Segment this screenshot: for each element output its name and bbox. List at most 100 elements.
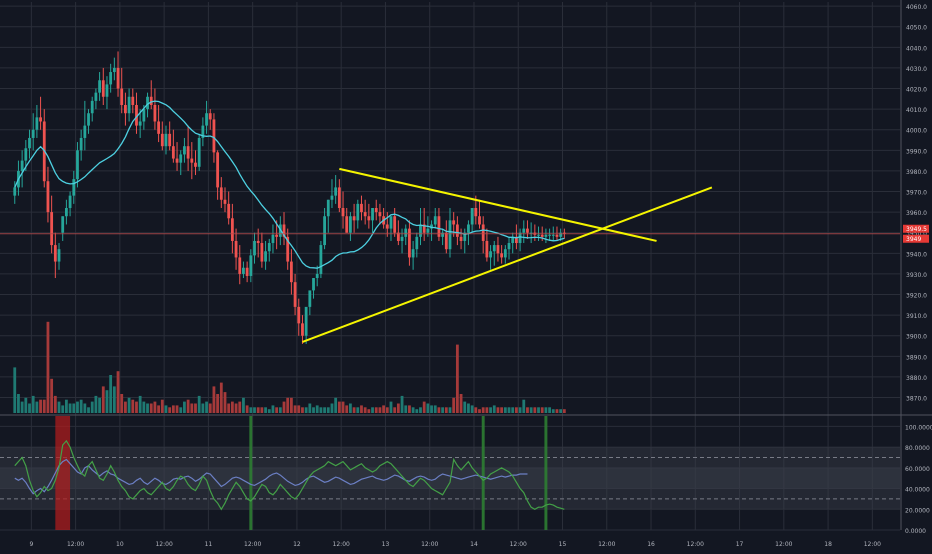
candle-body (157, 121, 161, 134)
candle (419, 208, 422, 246)
candle (175, 142, 179, 171)
candle-body (87, 113, 90, 126)
candle (360, 195, 363, 221)
candle-body (315, 273, 319, 279)
volume-bar (444, 407, 448, 413)
candle (197, 133, 201, 171)
volume-bar (212, 386, 216, 413)
candle-body (253, 240, 256, 256)
candle-body (275, 234, 279, 237)
price-axis-label: 4050.0 (906, 25, 927, 32)
oscillator-axis: 100.0000 80.0000 60.0000 40.0000 20.0000 0.00… (905, 424, 932, 535)
price-axis-label: 3930.0 (906, 272, 927, 279)
candle-body (186, 146, 190, 159)
candle-body (94, 92, 98, 101)
candle-body (360, 203, 363, 213)
candle (478, 199, 481, 229)
candle-body (101, 80, 105, 97)
volume-bar (42, 399, 46, 413)
candle-body (197, 137, 201, 167)
candle-body (105, 84, 109, 97)
price-axis-label: 3920.0 (906, 293, 927, 300)
candle-body (146, 96, 149, 110)
oscillator-axis-label: 0.0000 (905, 528, 926, 535)
price-axis-label: 3980.0 (906, 169, 927, 176)
candle (149, 80, 153, 110)
price-axis-label: 4010.0 (906, 107, 927, 114)
volume-bar (94, 395, 98, 413)
oscillator-highlight (55, 416, 71, 530)
candle-body (249, 255, 253, 276)
candle-body (142, 109, 146, 122)
volume-bar (109, 375, 113, 413)
candle-body (183, 146, 186, 155)
volume-bar (275, 407, 279, 413)
volume-bar (326, 407, 330, 413)
candle-body (393, 216, 397, 233)
candle (227, 191, 231, 225)
volume-bar (518, 407, 522, 413)
candle (238, 245, 242, 285)
candle-body (138, 121, 142, 126)
volume-bar (478, 409, 481, 413)
volume-bar (179, 407, 183, 413)
price-axis-label: 3870.0 (906, 396, 927, 403)
volume-bar (526, 407, 529, 413)
candle (496, 236, 500, 262)
time-axis-label: 12:00 (155, 541, 172, 548)
volume-bar (559, 409, 563, 413)
candle (437, 208, 441, 241)
candle (168, 121, 172, 151)
candle (253, 232, 256, 264)
volume-bar (301, 407, 304, 413)
volume-bar (441, 407, 445, 413)
volume-bar (142, 401, 146, 413)
volume-bar (149, 403, 153, 413)
volume-bars (13, 321, 566, 413)
time-axis-label: 12:00 (244, 541, 261, 548)
volume-bar (352, 407, 356, 413)
candle-body (264, 251, 267, 262)
volume-bar (360, 405, 363, 413)
volume-bar (219, 382, 223, 413)
volume-bar (164, 405, 168, 413)
candle (518, 228, 522, 252)
candle (352, 203, 356, 233)
volume-bar (452, 397, 456, 413)
candle-body (503, 249, 507, 258)
volume-bar (400, 395, 404, 413)
volume-bar (105, 390, 109, 413)
volume-bar (378, 407, 382, 413)
candle (349, 212, 352, 241)
candle (330, 179, 334, 208)
volume-bar (411, 407, 415, 413)
volume-bar (183, 401, 186, 413)
candle (35, 105, 39, 138)
volume-bar (253, 407, 256, 413)
candle-body (124, 105, 127, 114)
candle (260, 232, 264, 268)
candle-body (190, 158, 194, 163)
candle (433, 208, 437, 229)
candle (319, 240, 323, 279)
volume-bar (474, 407, 478, 413)
candle-body (168, 133, 172, 147)
candle (53, 232, 57, 279)
candle-body (212, 119, 216, 153)
candle-body (64, 208, 68, 217)
candle-body (526, 228, 529, 233)
volume-bar (371, 407, 374, 413)
candle (223, 187, 227, 213)
volume-bar (112, 386, 116, 413)
candle-body (422, 224, 426, 233)
candle-body (216, 152, 220, 188)
price-axis-label: 4030.0 (906, 66, 927, 73)
price-axis-label: 3940.0 (906, 251, 927, 258)
candle-body (474, 208, 478, 217)
time-axis-label: 16 (647, 541, 655, 548)
volume-bar (293, 405, 297, 413)
candle (105, 76, 109, 110)
volume-bar (201, 403, 205, 413)
volume-bar (53, 395, 57, 413)
